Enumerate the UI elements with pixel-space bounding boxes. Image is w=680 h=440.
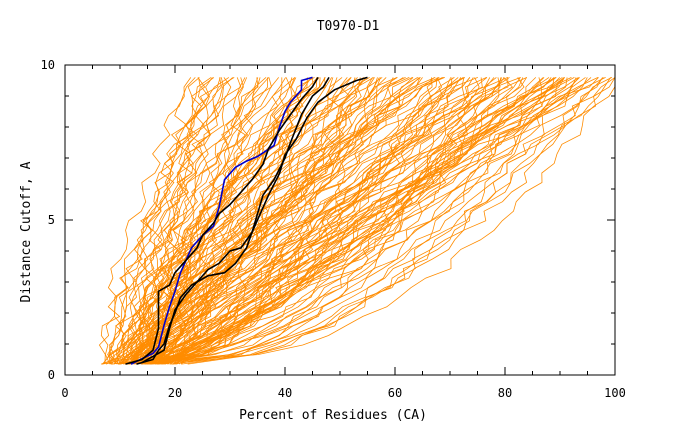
background-series-line [187,77,568,365]
background-series-line [111,77,313,365]
background-series-line [178,77,580,365]
background-series-line [110,77,514,365]
background-series-line [163,77,440,365]
background-series-line [126,77,616,365]
background-series-line [135,77,561,365]
background-series-line [159,77,358,365]
background-series-line [129,77,246,365]
background-series-line [118,77,497,365]
background-series-line [118,77,521,365]
background-series-line [150,77,565,365]
x-axis-label: Percent of Residues (CA) [239,408,427,423]
x-tick-label: 100 [604,386,626,400]
background-series-line [121,77,272,365]
background-series-line [125,77,452,365]
background-series-line [151,77,509,365]
y-tick-label: 10 [41,58,55,72]
background-series-line [108,77,348,365]
background-series-line [130,77,443,365]
chart-title: T0970-D1 [317,19,380,34]
x-tick-label: 80 [498,386,512,400]
background-series-line [170,77,394,365]
x-tick-label: 40 [278,386,292,400]
highlighted-series-line-3 [136,76,368,365]
background-series-line [129,77,528,365]
background-series-line [142,77,398,365]
background-series-line [152,77,550,365]
background-series-line [113,77,352,365]
background-series-line [156,77,312,365]
background-series-group [98,77,616,365]
background-series-line [176,77,565,365]
background-series-line [127,77,592,365]
background-series-line [134,77,326,365]
background-series-line [102,77,286,365]
background-series-line [146,77,261,365]
background-series-line [119,77,505,365]
x-axis: 0 20 40 60 80 100 [61,65,626,400]
background-series-line [129,77,552,365]
background-series-line [142,77,575,365]
background-series-line [158,77,611,365]
x-tick-label: 0 [61,386,68,400]
background-series-line [109,77,230,365]
background-series-line [127,77,192,365]
background-series-line [140,77,438,365]
background-series-line [145,77,563,365]
background-series-line [113,77,370,365]
x-tick-label: 20 [168,386,182,400]
background-series-line [174,77,599,365]
background-series-line [115,77,235,365]
background-series-line [180,77,606,365]
background-series-line [154,77,459,365]
background-series-line [164,77,440,365]
highlighted-series-group [125,76,368,365]
background-series-line [119,77,398,365]
highlighted-series-line-4 [125,76,319,365]
y-axis-label: Distance Cutoff, A [19,161,34,302]
highlighted-series-line-1 [130,76,313,365]
x-tick-label: 60 [388,386,402,400]
y-tick-label: 0 [48,368,55,382]
background-series-line [167,77,464,365]
background-series-line [118,77,616,365]
background-series-line [133,77,206,365]
background-series-line [134,77,200,365]
background-series-line [181,77,616,365]
y-tick-label: 5 [48,213,55,227]
background-series-line [170,77,577,365]
background-series-line [149,77,557,365]
background-series-line [109,77,215,365]
background-series-line [145,77,545,365]
y-axis: 0 5 10 [41,58,615,382]
background-series-line [136,77,599,365]
background-series-line [147,77,604,365]
background-series-line [175,77,613,365]
background-series-line [110,77,365,365]
